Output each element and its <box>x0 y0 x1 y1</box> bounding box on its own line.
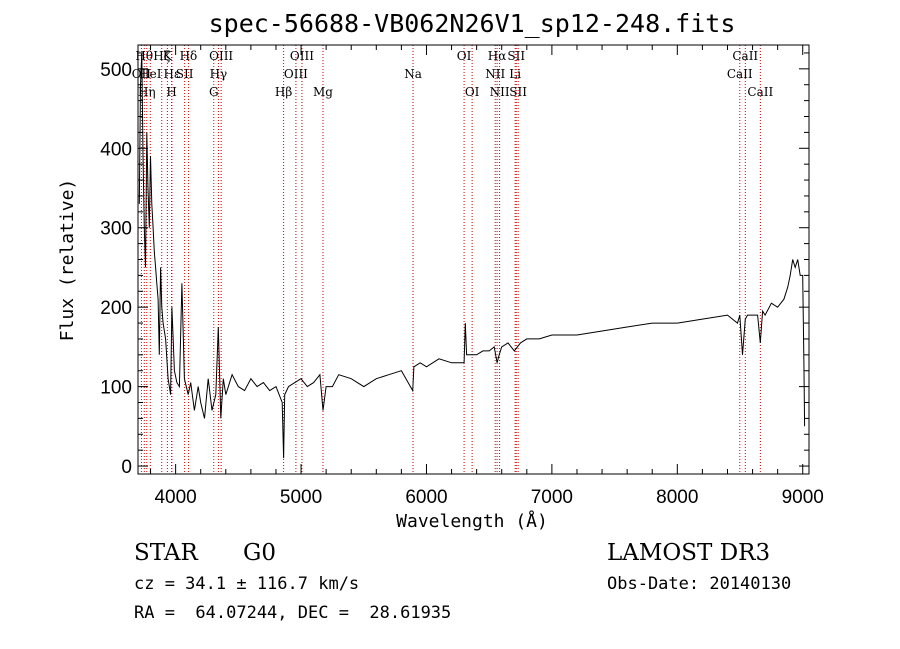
x-axis-ticks: 4000 5000 6000 7000 8000 9000 <box>150 45 824 508</box>
sky-coordinates: RA = 64.07244, DEC = 28.61935 <box>134 603 452 623</box>
spectral-line-label-16: Mg <box>313 85 333 99</box>
y-tick-label-5: 500 <box>100 60 132 81</box>
spectral-line-label-19: OI <box>465 85 480 99</box>
spectral-line-label-25: SII <box>509 85 527 99</box>
object-class: STAR <box>134 540 198 566</box>
x-tick-label-5: 9000 <box>782 487 824 508</box>
y-tick-label-3: 300 <box>100 219 132 240</box>
spectral-line-label-0: OII <box>132 67 152 81</box>
y-axis-ticks: 0 100 200 300 400 500 <box>100 52 809 478</box>
y-axis-label: Flux (relative) <box>57 179 78 342</box>
spectral-line-label-14: OIII <box>284 67 308 81</box>
spectral-line-label-20: NII <box>485 67 505 81</box>
y-tick-label-4: 400 <box>100 139 132 160</box>
survey-name: LAMOST DR3 <box>607 540 771 566</box>
spectral-line-label-23: Li <box>509 67 521 81</box>
spectral-line-labels: OIIHθHηHeIHζKHHεSIIHδGHγOIIIHβOIIIOIIIMg… <box>132 49 774 99</box>
x-tick-label-1: 5000 <box>280 487 322 508</box>
chart-title: spec-56688-VB062N26V1_sp12-248.fits <box>209 9 736 38</box>
spectral-line-label-24: SII <box>507 49 525 63</box>
spectral-line-label-15: OIII <box>290 49 314 63</box>
redshift-velocity: cz = 34.1 ± 116.7 km/s <box>134 574 360 594</box>
spectral-line-label-11: Hγ <box>210 67 228 81</box>
y-tick-label-2: 200 <box>100 298 132 319</box>
object-subclass: G0 <box>243 540 277 566</box>
spectral-line-label-9: Hδ <box>180 49 198 63</box>
spectral-line-label-3: HeI <box>139 67 162 81</box>
spectral-line-label-22: NII <box>490 85 510 99</box>
spectral-line-label-4: Hζ <box>153 49 170 63</box>
observation-date: Obs-Date: 20140130 <box>607 574 792 594</box>
plot-frame <box>137 44 810 475</box>
spectral-line-label-18: OI <box>457 49 472 63</box>
x-tick-label-0: 4000 <box>154 487 196 508</box>
spectral-line-label-7: Hε <box>164 67 181 81</box>
x-tick-label-2: 6000 <box>405 487 447 508</box>
spectrum-line <box>138 52 806 459</box>
spectral-line-label-12: OIII <box>209 49 233 63</box>
x-tick-label-4: 8000 <box>656 487 698 508</box>
spectral-line-label-27: CaII <box>732 49 758 63</box>
spectral-line-label-8: SII <box>176 67 194 81</box>
x-axis-label: Wavelength (Å) <box>396 510 548 532</box>
spectral-line-markers <box>140 45 761 474</box>
spectral-line-label-10: G <box>209 85 219 99</box>
spectral-line-label-13: Hβ <box>275 85 292 99</box>
spectral-line-label-5: K <box>163 49 173 63</box>
x-tick-label-3: 7000 <box>531 487 573 508</box>
spectral-line-label-21: Hα <box>488 49 507 63</box>
y-tick-label-1: 100 <box>100 378 132 399</box>
spectral-line-label-6: H <box>166 85 176 99</box>
y-tick-label-0: 0 <box>121 457 132 478</box>
spectral-line-label-28: CaII <box>747 85 773 99</box>
spectral-line-label-26: CaII <box>727 67 753 81</box>
spectral-line-label-17: Na <box>404 67 422 81</box>
